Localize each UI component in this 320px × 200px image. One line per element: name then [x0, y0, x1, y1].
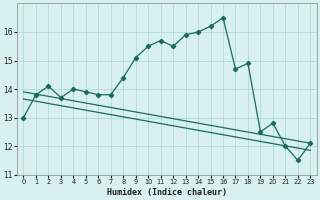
X-axis label: Humidex (Indice chaleur): Humidex (Indice chaleur): [107, 188, 227, 197]
